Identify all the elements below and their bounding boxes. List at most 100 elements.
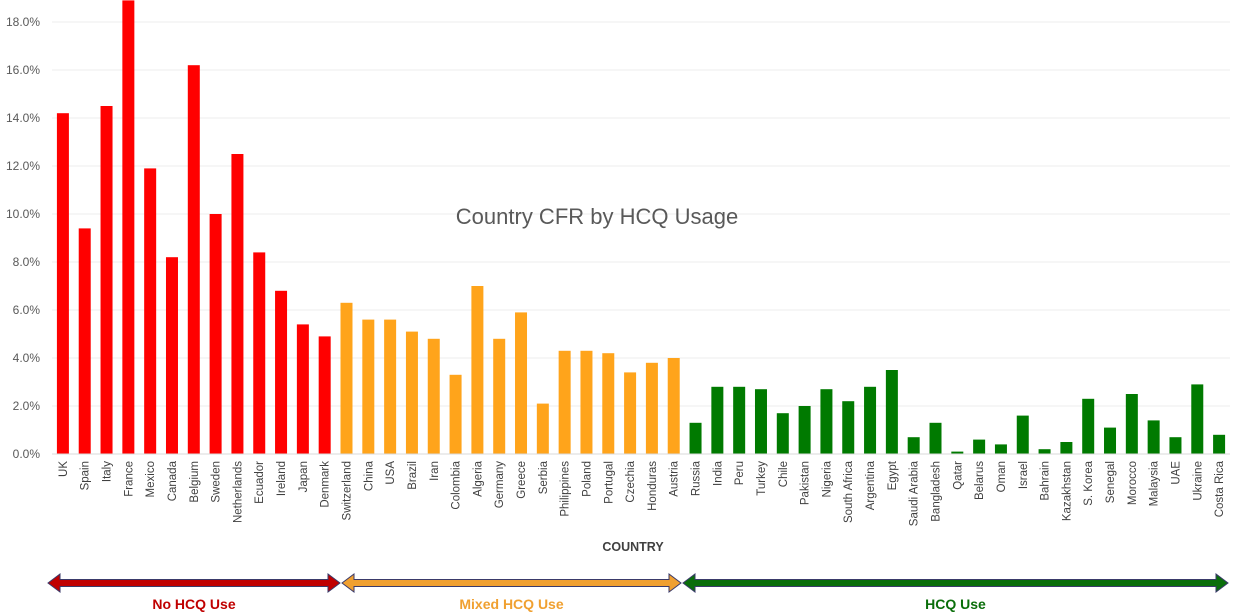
bars <box>56 0 1226 455</box>
bar-india <box>711 386 724 454</box>
gridlines <box>52 21 1230 407</box>
bar-usa <box>384 319 397 454</box>
bar-netherlands <box>231 154 244 454</box>
bar-ecuador <box>253 252 266 454</box>
x-tick-label: Spain <box>80 461 92 490</box>
bar-honduras <box>645 362 658 454</box>
bar-iran <box>427 338 440 454</box>
x-tick-label: Oman <box>996 461 1008 492</box>
bar-peru <box>733 386 746 454</box>
x-tick-label: Philippines <box>560 461 572 517</box>
x-tick-label: Pakistan <box>800 461 812 505</box>
group-label: No HCQ Use <box>152 596 235 612</box>
x-tick-label: Poland <box>581 461 593 497</box>
x-tick-label: Qatar <box>952 461 964 490</box>
x-tick-label: Greece <box>516 461 528 499</box>
bar-pakistan <box>798 406 811 454</box>
bar-austria <box>667 358 680 454</box>
x-axis-category-labels: UK Spain Italy France Mexico Canada Belgium Swe… <box>58 460 1226 526</box>
y-tick-label: 2.0% <box>13 399 41 413</box>
bar-italy <box>100 106 113 454</box>
bar-oman <box>994 444 1007 454</box>
x-tick-label: Costa Rica <box>1214 460 1226 517</box>
bar-greece <box>515 312 528 454</box>
bar-bahrain <box>1038 449 1051 454</box>
bar-china <box>362 319 375 454</box>
x-tick-label: Sweden <box>211 461 223 503</box>
bar-malaysia <box>1147 420 1160 454</box>
x-tick-label: Netherlands <box>232 461 244 523</box>
bar-costa-rica <box>1213 434 1226 454</box>
y-axis-tick-labels: 0.0% 2.0% 4.0% 6.0% 8.0% 10.0% 12.0% 14.0% 16.0%… <box>6 15 40 461</box>
x-tick-label: Nigeria <box>821 460 833 497</box>
x-tick-label: Germany <box>494 461 506 509</box>
x-tick-label: Brazil <box>407 461 419 490</box>
x-tick-label: Israel <box>1018 461 1030 489</box>
x-tick-label: Morocco <box>1127 461 1139 505</box>
bar-canada <box>165 257 178 454</box>
x-tick-label: Peru <box>734 461 746 485</box>
x-tick-label: Ireland <box>276 461 288 496</box>
x-tick-label: Mexico <box>145 461 157 497</box>
bar-mexico <box>144 168 157 454</box>
group-arrow-no-hcq-use <box>47 573 341 593</box>
group-arrow-mixed-hcq-use <box>341 573 682 593</box>
x-tick-label: Bahrain <box>1040 461 1052 501</box>
x-tick-label: India <box>712 460 724 486</box>
bar-turkey <box>754 389 767 454</box>
x-tick-label: Senegal <box>1105 461 1117 503</box>
x-tick-label: Honduras <box>647 461 659 511</box>
x-tick-label: Portugal <box>603 461 615 504</box>
group-label: HCQ Use <box>925 596 986 612</box>
x-tick-label: Belgium <box>189 461 201 503</box>
bar-france <box>122 0 135 455</box>
bar-colombia <box>449 374 462 454</box>
bar-algeria <box>471 286 484 454</box>
x-tick-label: S. Korea <box>1083 460 1095 505</box>
x-tick-label: Czechia <box>625 460 637 502</box>
bar-portugal <box>602 353 615 454</box>
bar-qatar <box>951 451 964 454</box>
bar-kazakhstan <box>1060 442 1073 454</box>
bar-senegal <box>1104 427 1117 454</box>
x-tick-label: Switzerland <box>342 461 354 520</box>
bar-israel <box>1016 415 1029 454</box>
x-tick-label: Colombia <box>451 460 463 509</box>
y-tick-label: 16.0% <box>6 63 40 77</box>
y-tick-label: 4.0% <box>13 351 41 365</box>
x-tick-label: Algeria <box>472 460 484 496</box>
x-tick-label: Austria <box>669 460 681 496</box>
x-tick-label: Ecuador <box>254 461 266 504</box>
bar-chile <box>776 413 789 454</box>
x-tick-label: South Africa <box>843 460 855 523</box>
x-tick-label: Kazakhstan <box>1061 461 1073 521</box>
hcq-usage-group-arrows: No HCQ Use Mixed HCQ Use HCQ Use <box>47 573 1229 612</box>
bar-spain <box>78 228 91 454</box>
bar-argentina <box>864 386 877 454</box>
x-tick-label: Malaysia <box>1149 460 1161 506</box>
bar-ireland <box>275 290 288 454</box>
x-tick-label: Turkey <box>756 461 768 496</box>
bar-s-korea <box>1082 398 1095 454</box>
bar-serbia <box>536 403 549 454</box>
x-tick-label: Argentina <box>865 460 877 510</box>
bar-ukraine <box>1191 384 1204 454</box>
x-tick-label: France <box>123 461 135 497</box>
bar-czechia <box>624 372 637 454</box>
bar-philippines <box>558 350 571 454</box>
bar-switzerland <box>340 302 353 454</box>
x-tick-label: Denmark <box>320 461 332 508</box>
bar-uk <box>56 113 69 454</box>
x-tick-label: Bangladesh <box>931 461 943 522</box>
bar-belgium <box>187 65 200 454</box>
group-label: Mixed HCQ Use <box>459 596 563 612</box>
bar-egypt <box>885 370 898 454</box>
x-axis-title: COUNTRY <box>602 540 664 554</box>
bar-poland <box>580 350 593 454</box>
bar-sweden <box>209 214 222 454</box>
x-tick-label: Ukraine <box>1192 461 1204 501</box>
bar-nigeria <box>820 389 833 454</box>
x-tick-label: Chile <box>778 461 790 487</box>
chart-title: Country CFR by HCQ Usage <box>456 204 738 229</box>
x-tick-label: Russia <box>691 460 703 496</box>
